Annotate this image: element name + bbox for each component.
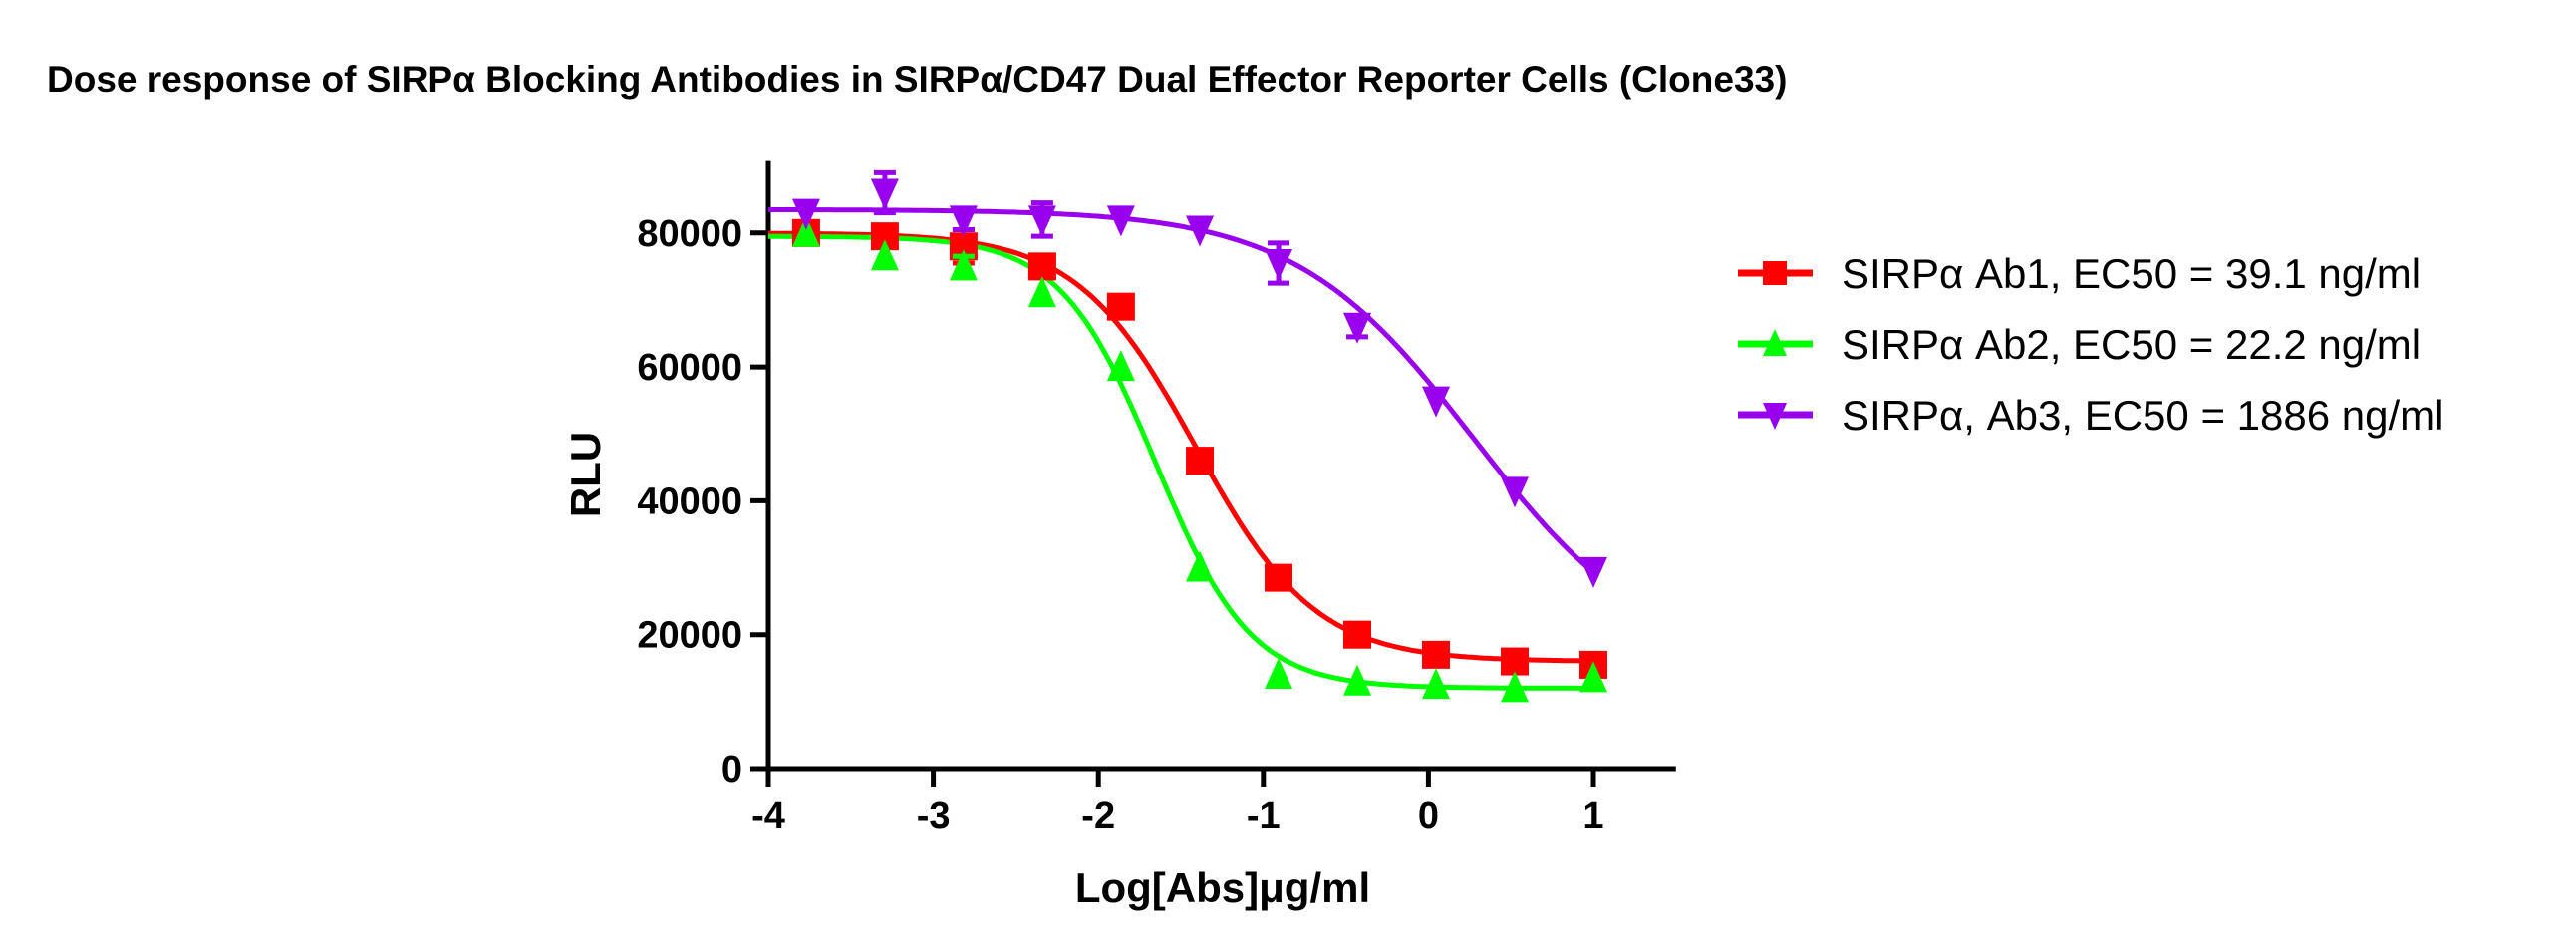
square-marker — [1106, 292, 1135, 321]
y-tick-label: 20000 — [637, 615, 742, 657]
axes: -4 -3 -2 -1 0 1 0 20000 40000 60000 80000 — [637, 160, 1676, 837]
legend-label: SIRPα, Ab3, EC50 = 1886 ng/ml — [1842, 392, 2443, 439]
triangle-down-marker — [949, 205, 978, 237]
triangle-down-marker — [1579, 556, 1607, 588]
triangle-down-marker — [1265, 249, 1293, 281]
triangle-up-marker — [1422, 668, 1451, 700]
y-tick-label: 60000 — [637, 347, 742, 389]
triangle-down-marker — [1501, 476, 1530, 508]
square-marker — [1186, 447, 1215, 476]
triangle-down-marker — [1763, 403, 1787, 430]
triangle-down-marker — [1343, 312, 1372, 344]
triangle-up-marker — [870, 239, 899, 271]
y-tick-label: 80000 — [637, 213, 742, 255]
triangle-down-marker — [870, 178, 899, 210]
x-axis-label: Log[Abs]μg/ml — [1075, 864, 1370, 911]
legend: SIRPα Ab1, EC50 = 39.1 ng/ml SIRPα Ab2, E… — [1738, 250, 2443, 439]
y-axis-label: RLU — [562, 432, 609, 517]
triangle-up-marker — [1501, 671, 1530, 703]
square-marker — [1343, 620, 1372, 649]
triangle-down-marker — [791, 198, 820, 230]
triangle-down-marker — [1422, 386, 1451, 418]
legend-label: SIRPα Ab2, EC50 = 22.2 ng/ml — [1842, 321, 2421, 368]
square-marker — [1265, 563, 1293, 592]
triangle-up-marker — [1027, 276, 1056, 308]
square-marker — [1763, 261, 1787, 285]
square-marker — [1422, 640, 1451, 669]
triangle-up-marker — [1186, 550, 1215, 582]
y-tick-label: 40000 — [637, 480, 742, 522]
triangle-up-marker — [1343, 664, 1372, 696]
triangle-up-marker — [791, 215, 820, 247]
square-marker — [1027, 252, 1056, 281]
x-tick-label: 1 — [1582, 795, 1603, 837]
chart-title: Dose response of SIRPα Blocking Antibodi… — [47, 59, 1787, 100]
x-tick-label: 0 — [1418, 795, 1439, 837]
triangle-up-marker — [1763, 329, 1787, 356]
triangle-up-marker — [1265, 657, 1293, 689]
legend-label: SIRPα Ab1, EC50 = 39.1 ng/ml — [1842, 250, 2421, 297]
fit-curve-1 — [767, 230, 1593, 664]
x-tick-label: -3 — [917, 795, 951, 837]
triangle-down-marker — [1186, 215, 1215, 247]
y-tick-label: 0 — [721, 749, 742, 791]
fit-curves — [767, 207, 1595, 691]
x-tick-label: -2 — [1081, 795, 1115, 837]
x-tick-label: -4 — [751, 795, 785, 837]
triangle-down-marker — [1027, 205, 1056, 237]
triangle-up-marker — [1106, 350, 1135, 382]
triangle-up-marker — [1579, 661, 1607, 693]
fit-curve-2 — [768, 233, 1593, 691]
data-points — [791, 169, 1607, 703]
fit-curve-3 — [768, 207, 1595, 575]
x-tick-label: -1 — [1247, 795, 1281, 837]
triangle-up-marker — [949, 249, 978, 281]
square-marker — [1501, 647, 1530, 676]
triangle-down-marker — [1106, 205, 1135, 237]
